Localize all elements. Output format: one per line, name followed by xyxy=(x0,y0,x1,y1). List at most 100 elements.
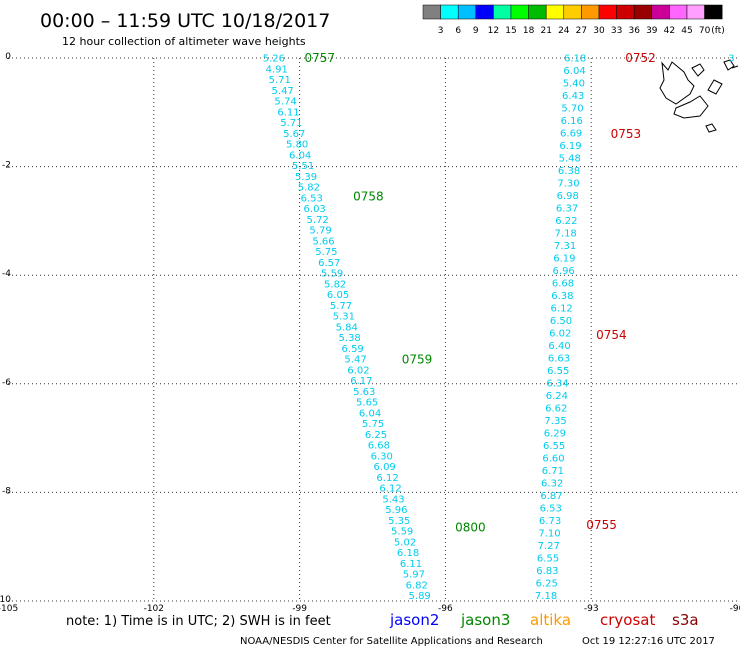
swh-value-label: 6.55 xyxy=(543,441,565,452)
swh-value-label: 6.43 xyxy=(562,91,584,102)
pass-time-label: 0752 xyxy=(625,51,656,65)
swh-value-label: 6.02 xyxy=(347,365,369,376)
swh-value-label: 6.73 xyxy=(539,516,561,527)
y-tick-label: -10 xyxy=(0,595,11,605)
swh-value-label: 6.34 xyxy=(546,379,568,390)
swh-value-label: 6.11 xyxy=(277,107,299,118)
scale-swatch xyxy=(440,4,459,20)
scale-swatch xyxy=(493,4,512,20)
swh-value-label: 6.12 xyxy=(376,473,398,484)
y-tick-label: -4 xyxy=(2,269,11,279)
swh-value-label: 6.11 xyxy=(400,559,422,570)
swh-value-label: 5.66 xyxy=(312,236,334,247)
swh-value-label: 6.57 xyxy=(318,258,340,269)
scale-tick-label: 33 xyxy=(611,26,622,36)
y-tick-label: -6 xyxy=(2,378,11,388)
swh-value-label: 5.75 xyxy=(362,419,384,430)
scale-swatch xyxy=(598,4,617,20)
chart-subtitle: 12 hour collection of altimeter wave hei… xyxy=(62,35,306,48)
swh-value-label: 6.38 xyxy=(551,291,573,302)
scale-tick-label: 70 xyxy=(699,26,711,36)
scale-tick-label: 18 xyxy=(523,26,535,36)
chart-title: 00:00 – 11:59 UTC 10/18/2017 xyxy=(40,10,330,32)
swh-value-label: 6.25 xyxy=(536,579,558,590)
scale-tick-label: 12 xyxy=(488,26,499,36)
legend-jason2: jason2 xyxy=(389,611,439,629)
swh-value-label: 5.51 xyxy=(292,161,314,172)
swh-value-label: 5.72 xyxy=(307,215,329,226)
swh-value-label: 6.03 xyxy=(304,204,326,215)
pass-time-label: 0753 xyxy=(611,127,642,141)
swh-value-label: 5.97 xyxy=(403,570,425,581)
swh-value-label: 5.82 xyxy=(298,183,320,194)
swh-value-label: 5.70 xyxy=(561,104,583,115)
pass-time-label: 0759 xyxy=(402,352,433,366)
swh-value-label: 5.02 xyxy=(394,537,416,548)
swh-value-label: 5.79 xyxy=(309,226,331,237)
swh-value-label: 6.60 xyxy=(542,454,564,465)
swh-value-label: 5.80 xyxy=(286,140,308,151)
scale-unit: (ft) xyxy=(711,26,725,36)
swh-value-label: 6.87 xyxy=(540,491,562,502)
swh-value-label: 5.43 xyxy=(382,494,404,505)
pass-time-label: 0800 xyxy=(455,521,486,535)
scale-tick-label: 30 xyxy=(593,26,605,36)
x-tick-label: -102 xyxy=(144,604,164,614)
swh-value-label: 5.31 xyxy=(333,312,355,323)
swh-value-label: 5.89 xyxy=(409,591,431,602)
scale-swatch xyxy=(581,4,600,20)
swh-value-label: 6.38 xyxy=(558,166,580,177)
pass-time-label: 0758 xyxy=(353,190,384,204)
x-tick-label: -99 xyxy=(292,604,307,614)
swh-value-label: 6.12 xyxy=(379,484,401,495)
swh-value-label: 6.18 xyxy=(564,54,586,65)
scale-swatch xyxy=(651,4,670,20)
swh-value-label: 5.38 xyxy=(339,333,361,344)
footer-note: note: 1) Time is in UTC; 2) SWH is in fe… xyxy=(66,614,331,629)
swh-value-label: 6.62 xyxy=(545,404,567,415)
swh-value-label: 7.35 xyxy=(544,416,566,427)
swh-value-label: 6.04 xyxy=(289,150,311,161)
swh-value-label: 6.59 xyxy=(342,344,364,355)
x-tick-label: -93 xyxy=(584,604,599,614)
swh-value-label: 7.30 xyxy=(557,179,579,190)
swh-value-label: 5.40 xyxy=(563,79,585,90)
swh-value-label: 5.67 xyxy=(283,129,305,140)
legend-altika: altika xyxy=(530,611,571,629)
swh-value-label: 6.25 xyxy=(365,430,387,441)
swh-value-label: 6.04 xyxy=(359,408,381,419)
legend-jason3: jason3 xyxy=(460,611,510,629)
scale-swatch xyxy=(704,4,723,20)
pass-time-label: 0754 xyxy=(596,328,627,342)
swh-value-label: 5.75 xyxy=(315,247,337,258)
data-marks: 5.264.915.715.475.746.115.715.675.806.04… xyxy=(263,51,735,602)
swh-value-label: 6.71 xyxy=(542,466,564,477)
scale-swatch xyxy=(545,4,565,20)
swh-value-label: 5.77 xyxy=(330,301,352,312)
swh-value-label: 6.37 xyxy=(556,204,578,215)
swh-value-label: 7.27 xyxy=(538,541,560,552)
scale-swatch xyxy=(669,4,688,20)
swh-value-label: 5.82 xyxy=(324,279,346,290)
pass-time-label: 0757 xyxy=(305,51,336,65)
scale-tick-label: 21 xyxy=(540,26,551,36)
scale-tick-label: 36 xyxy=(628,26,640,36)
scale-swatch xyxy=(633,4,653,20)
swh-value-label: 5.35 xyxy=(388,516,410,527)
scale-tick-label: 3 xyxy=(438,26,444,36)
swh-value-label: 5.47 xyxy=(344,355,366,366)
y-tick-label: -8 xyxy=(2,486,11,496)
swh-value-label: 5.39 xyxy=(295,172,317,183)
swh-value-label: 6.02 xyxy=(549,329,571,340)
swh-value-label: 6.53 xyxy=(301,193,323,204)
swh-value-label: 7.10 xyxy=(538,529,560,540)
scale-tick-label: 24 xyxy=(558,26,570,36)
swh-value-label: 5.47 xyxy=(272,86,294,97)
edge-value-label: 3 xyxy=(728,54,734,65)
scale-tick-label: 39 xyxy=(646,26,658,36)
swh-value-label: 7.18 xyxy=(555,229,577,240)
swh-value-label: 5.96 xyxy=(385,505,407,516)
swh-value-label: 6.18 xyxy=(397,548,419,559)
y-tick-label: 0 xyxy=(5,52,11,62)
scale-tick-label: 6 xyxy=(455,26,461,36)
